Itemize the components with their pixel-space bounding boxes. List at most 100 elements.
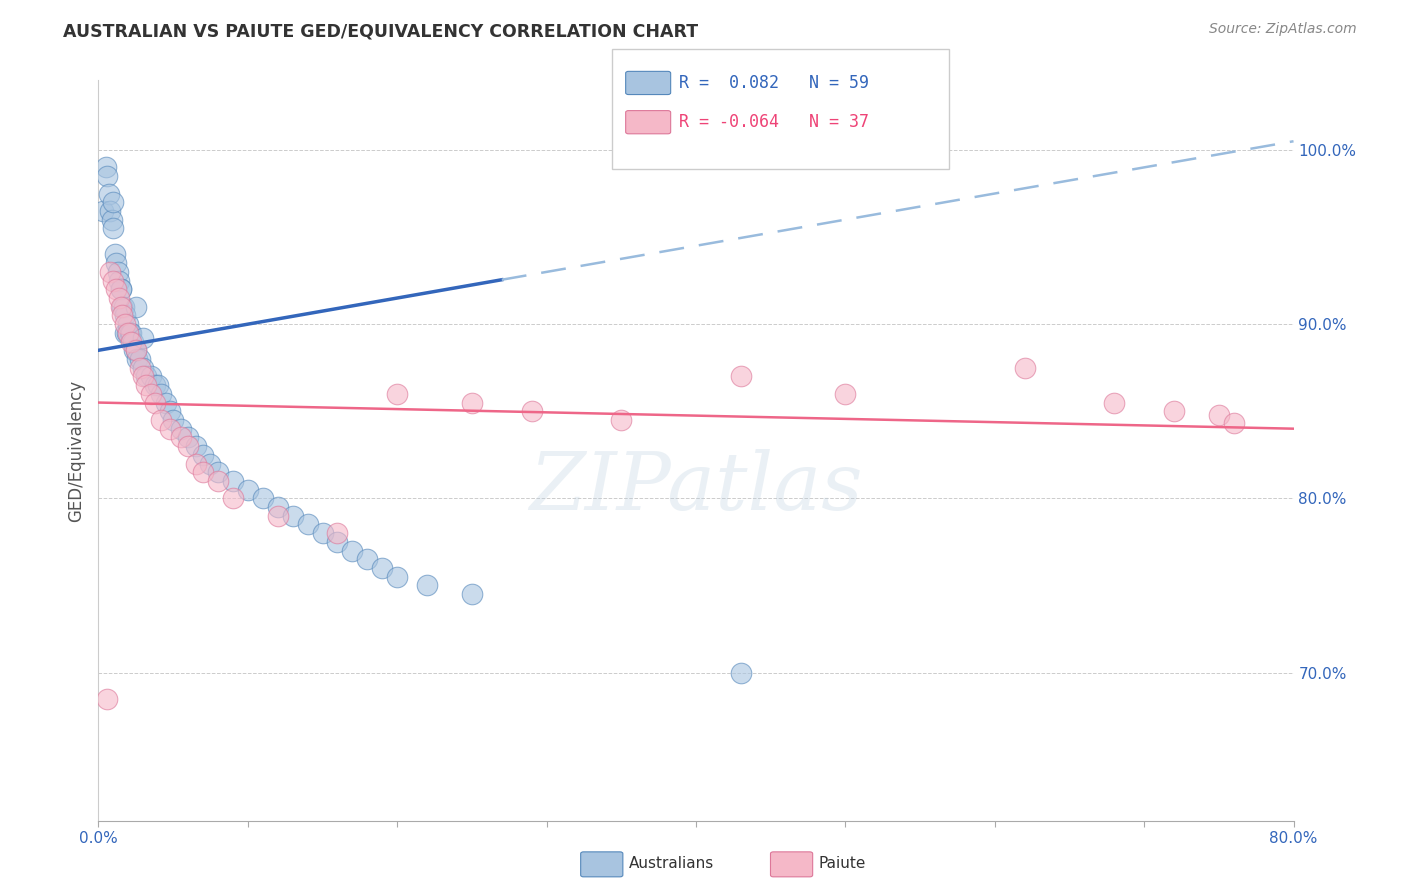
- Point: [162, 413, 184, 427]
- Point: [252, 491, 274, 506]
- Point: [169, 430, 191, 444]
- Point: [111, 300, 134, 314]
- Point: [184, 439, 207, 453]
- Point: [207, 465, 229, 479]
- Text: AUSTRALIAN VS PAIUTE GED/EQUIVALENCY CORRELATION CHART: AUSTRALIAN VS PAIUTE GED/EQUIVALENCY COR…: [63, 22, 699, 40]
- Point: [177, 439, 200, 453]
- Text: Source: ZipAtlas.com: Source: ZipAtlas.com: [1209, 22, 1357, 37]
- Point: [98, 265, 122, 279]
- Point: [416, 578, 439, 592]
- Text: R = -0.064   N = 37: R = -0.064 N = 37: [679, 113, 869, 131]
- Point: [150, 387, 173, 401]
- Point: [114, 309, 136, 323]
- Point: [520, 404, 543, 418]
- Point: [110, 282, 132, 296]
- Point: [129, 351, 152, 366]
- Point: [105, 282, 128, 296]
- Point: [120, 326, 142, 340]
- Point: [104, 247, 127, 261]
- Point: [155, 395, 177, 409]
- Point: [129, 360, 152, 375]
- Point: [127, 351, 149, 366]
- Point: [159, 422, 181, 436]
- Point: [107, 265, 129, 279]
- Point: [124, 343, 146, 358]
- Point: [125, 300, 148, 314]
- Point: [114, 317, 136, 331]
- Point: [222, 474, 245, 488]
- Point: [169, 422, 191, 436]
- Point: [1163, 404, 1185, 418]
- Point: [117, 326, 139, 340]
- Point: [139, 369, 162, 384]
- Point: [105, 256, 128, 270]
- Point: [1208, 408, 1230, 422]
- Point: [132, 331, 155, 345]
- Point: [311, 526, 333, 541]
- Point: [150, 413, 173, 427]
- Point: [103, 195, 125, 210]
- Point: [112, 300, 135, 314]
- Point: [236, 483, 259, 497]
- Point: [132, 360, 155, 375]
- Point: [114, 326, 136, 340]
- Point: [135, 369, 157, 384]
- Point: [1104, 395, 1126, 409]
- Point: [94, 161, 117, 175]
- Point: [132, 369, 155, 384]
- Point: [385, 570, 409, 584]
- Point: [91, 203, 114, 218]
- Text: Paiute: Paiute: [818, 856, 866, 871]
- Point: [200, 457, 222, 471]
- Point: [610, 413, 633, 427]
- Y-axis label: GED/Equivalency: GED/Equivalency: [67, 379, 86, 522]
- Point: [191, 448, 214, 462]
- Point: [267, 500, 290, 514]
- Text: ZIPatlas: ZIPatlas: [529, 449, 863, 526]
- Point: [125, 343, 148, 358]
- Point: [110, 300, 132, 314]
- Point: [326, 526, 349, 541]
- Point: [125, 343, 148, 358]
- Point: [108, 291, 131, 305]
- Point: [1223, 417, 1246, 431]
- Point: [177, 430, 200, 444]
- Point: [97, 186, 120, 201]
- Point: [96, 691, 118, 706]
- Point: [159, 404, 181, 418]
- Point: [207, 474, 229, 488]
- Point: [117, 317, 139, 331]
- Point: [281, 508, 304, 523]
- Point: [110, 282, 132, 296]
- Point: [730, 369, 752, 384]
- Point: [111, 309, 134, 323]
- Point: [191, 465, 214, 479]
- Point: [267, 508, 290, 523]
- Text: Australians: Australians: [628, 856, 714, 871]
- Point: [461, 395, 484, 409]
- Point: [139, 387, 162, 401]
- Point: [143, 395, 166, 409]
- Point: [297, 517, 319, 532]
- Point: [461, 587, 484, 601]
- Point: [103, 221, 125, 235]
- Point: [356, 552, 378, 566]
- Point: [96, 169, 118, 183]
- Point: [834, 387, 856, 401]
- Text: R =  0.082   N = 59: R = 0.082 N = 59: [679, 74, 869, 92]
- Point: [120, 334, 142, 349]
- Point: [101, 212, 124, 227]
- Point: [184, 457, 207, 471]
- Point: [222, 491, 245, 506]
- Point: [326, 535, 349, 549]
- Point: [342, 543, 364, 558]
- Point: [108, 274, 131, 288]
- Point: [385, 387, 409, 401]
- Point: [103, 274, 125, 288]
- Point: [121, 334, 143, 349]
- Point: [135, 378, 157, 392]
- Point: [1014, 360, 1036, 375]
- Point: [98, 203, 122, 218]
- Point: [143, 378, 166, 392]
- Point: [730, 665, 752, 680]
